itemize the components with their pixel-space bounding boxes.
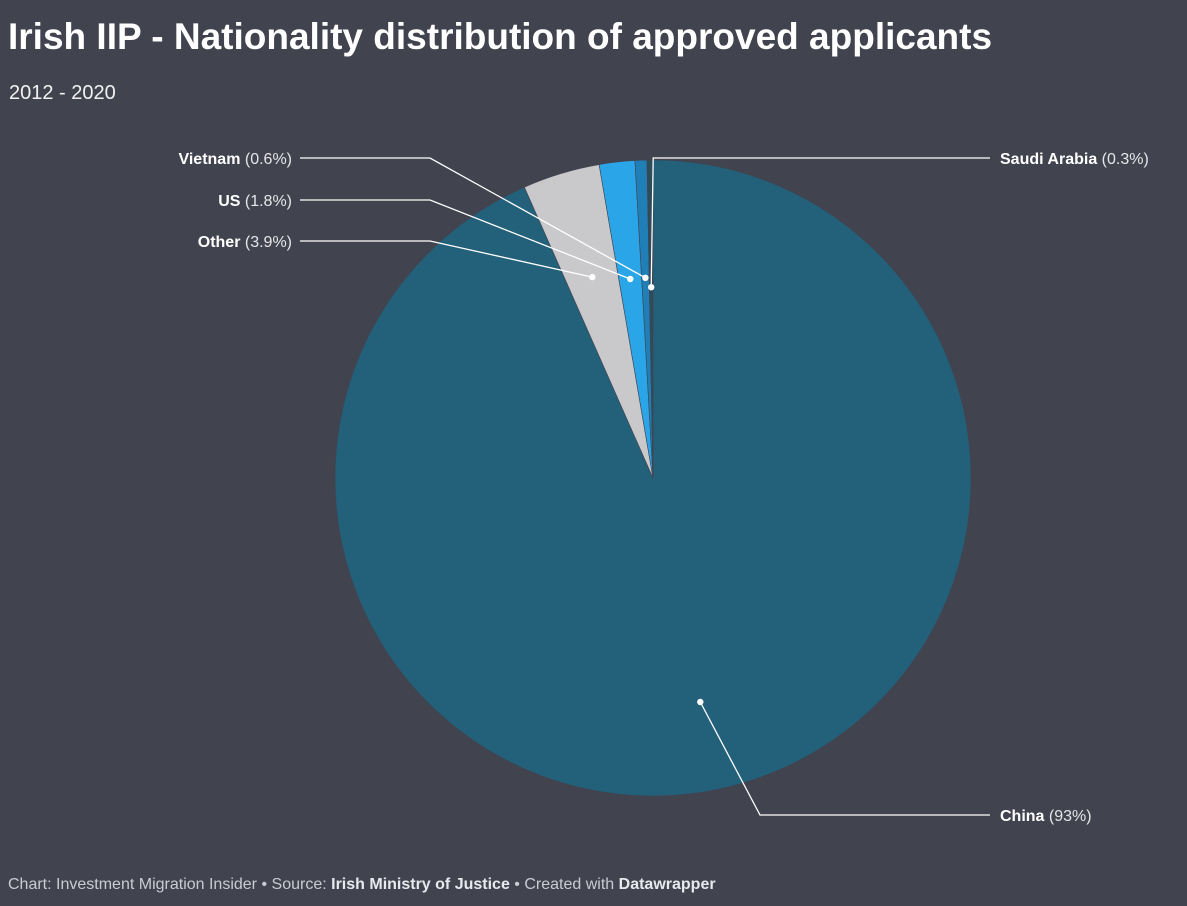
leader-line-vietnam [300,157,646,279]
leader-dot-us [627,275,634,283]
slice-label-china: China (93%) [1000,808,1092,825]
leader-line-china [699,701,990,816]
chart-subtitle: 2012 - 2020 [9,82,116,104]
slice-label-us: US (1.8%) [218,193,292,210]
slice-label-other: Other (3.9%) [198,234,292,251]
footer-created-prefix: Created with [524,876,615,893]
leader-dot-saudi-arabia [648,284,655,291]
chart-title: Irish IIP - Nationality distribution of … [8,16,993,57]
footer-source-prefix: Source: [271,876,327,893]
footer-source: Irish Ministry of Justice [331,876,510,893]
leader-line-us [300,199,631,280]
footer-separator: • [261,876,268,893]
slice-label-saudi-arabia: Saudi Arabia (0.3%) [1000,151,1149,168]
leader-dot-vietnam [642,274,649,281]
leader-line-saudi-arabia [650,157,990,288]
chart-footer: Chart: Investment Migration Insider • So… [8,876,716,894]
footer-chart-author: Investment Migration Insider [56,876,258,893]
footer-chart-prefix: Chart: [8,876,52,893]
leader-dot-other [589,273,596,281]
slice-label-vietnam: Vietnam (0.6%) [178,151,292,168]
leader-dot-china [697,698,704,706]
footer-tool: Datawrapper [618,876,716,893]
leader-line-other [300,240,593,278]
footer-separator: • [514,876,520,893]
